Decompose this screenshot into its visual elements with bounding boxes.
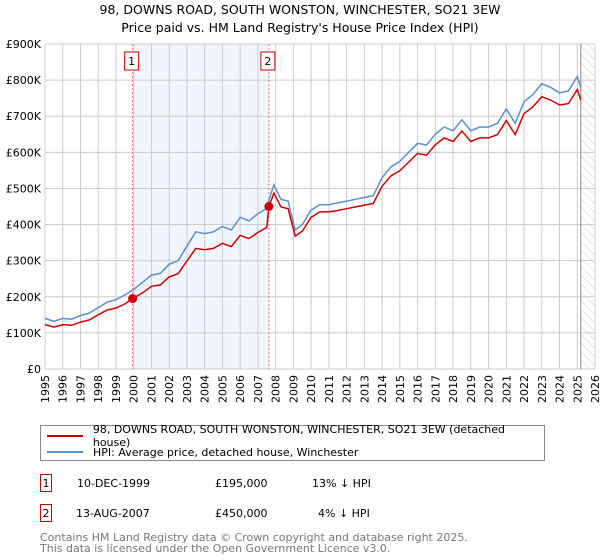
sale-row-1: 1 10-DEC-1999 £195,000 13% ↓ HPI	[40, 474, 600, 494]
chart-subtitle: Price paid vs. HM Land Registry's House …	[121, 20, 479, 35]
x-tick-label: 1998	[92, 375, 105, 403]
sale-hpi-diff: 4% ↓ HPI	[318, 507, 370, 520]
y-tick-label: £500K	[6, 182, 42, 195]
x-tick-label: 2017	[429, 375, 442, 403]
y-tick-label: £700K	[6, 110, 42, 123]
legend-swatch-hpi	[47, 451, 83, 453]
sale-point	[128, 294, 138, 304]
x-tick-label: 1995	[39, 375, 52, 403]
forecast-hatch	[580, 44, 595, 369]
sale-point	[264, 202, 274, 211]
x-tick-label: 2014	[376, 375, 389, 403]
sale-price: £195,000	[215, 477, 268, 490]
sale-annotation-label: 1	[128, 55, 135, 68]
x-tick-label: 2012	[341, 375, 354, 403]
legend: 98, DOWNS ROAD, SOUTH WONSTON, WINCHESTE…	[40, 423, 545, 461]
x-tick-label: 2025	[571, 375, 584, 403]
x-tick-label: 2009	[287, 375, 300, 403]
x-tick-label: 2013	[358, 375, 371, 403]
legend-label-hpi: HPI: Average price, detached house, Winc…	[93, 445, 359, 459]
series-line	[44, 74, 582, 323]
legend-swatch-property	[47, 435, 83, 437]
sale-annotation-label: 2	[264, 55, 271, 68]
y-tick-label: £600K	[6, 146, 42, 159]
x-tick-label: 2004	[199, 375, 212, 403]
x-tick-label: 1999	[110, 375, 123, 403]
sale-badge: 2	[40, 504, 52, 522]
x-tick-label: 2019	[465, 375, 478, 403]
x-tick-label: 2003	[181, 375, 194, 403]
x-tick-label: 2022	[518, 375, 531, 403]
x-tick-label: 2011	[323, 375, 336, 403]
sale-annotation-box	[124, 51, 140, 71]
sale-price: £450,000	[215, 507, 268, 520]
sale-period-shade	[132, 44, 269, 369]
x-tick-label: 2023	[536, 375, 549, 403]
x-tick-label: 1997	[74, 375, 87, 403]
sale-date: 10-DEC-1999	[77, 477, 151, 490]
legend-label-property: 98, DOWNS ROAD, SOUTH WONSTON, WINCHESTE…	[92, 423, 506, 449]
y-tick-label: £800K	[6, 74, 42, 87]
sale-date: 13-AUG-2007	[76, 507, 150, 520]
x-tick-label: 1996	[57, 375, 70, 403]
x-tick-label: 2007	[252, 375, 265, 403]
x-tick-label: 2005	[216, 375, 229, 403]
y-tick-label: £300K	[6, 255, 42, 268]
x-tick-label: 2006	[234, 375, 247, 403]
x-tick-label: 2001	[145, 375, 158, 403]
x-tick-label: 2000	[128, 375, 141, 403]
series-line	[44, 87, 582, 328]
y-tick-label: £400K	[6, 219, 42, 232]
sale-annotation-box	[260, 51, 276, 71]
y-tick-label: £200K	[6, 291, 42, 304]
x-tick-label: 2015	[394, 375, 407, 403]
y-tick-label: £0	[27, 363, 41, 376]
y-tick-label: £900K	[6, 38, 42, 51]
x-tick-label: 2016	[412, 375, 425, 403]
sale-badge: 1	[40, 474, 52, 492]
y-tick-label: £100K	[6, 327, 42, 340]
x-tick-label: 2008	[270, 375, 283, 403]
x-tick-label: 2018	[447, 375, 460, 403]
sale-hpi-diff: 13% ↓ HPI	[312, 477, 371, 490]
price-chart: 1995 1996 1997 1998 1999 2000 2001 2002 2003 2004…	[6, 38, 600, 403]
x-tick-label: 2026	[589, 375, 600, 403]
x-tick-label: 2010	[305, 375, 318, 403]
sale-row-2: 2 13-AUG-2007 £450,000 4% ↓ HPI	[40, 504, 600, 524]
x-tick-label: 2021	[500, 375, 513, 403]
footer-copyright: Contains HM Land Registry data © Crown c…	[40, 531, 468, 544]
footer-licence: This data is licensed under the Open Gov…	[40, 542, 391, 555]
x-tick-label: 2020	[483, 375, 496, 403]
x-tick-label: 2024	[554, 375, 567, 403]
x-tick-label: 2002	[163, 375, 176, 403]
chart-title: 98, DOWNS ROAD, SOUTH WONSTON, WINCHESTE…	[99, 2, 501, 17]
